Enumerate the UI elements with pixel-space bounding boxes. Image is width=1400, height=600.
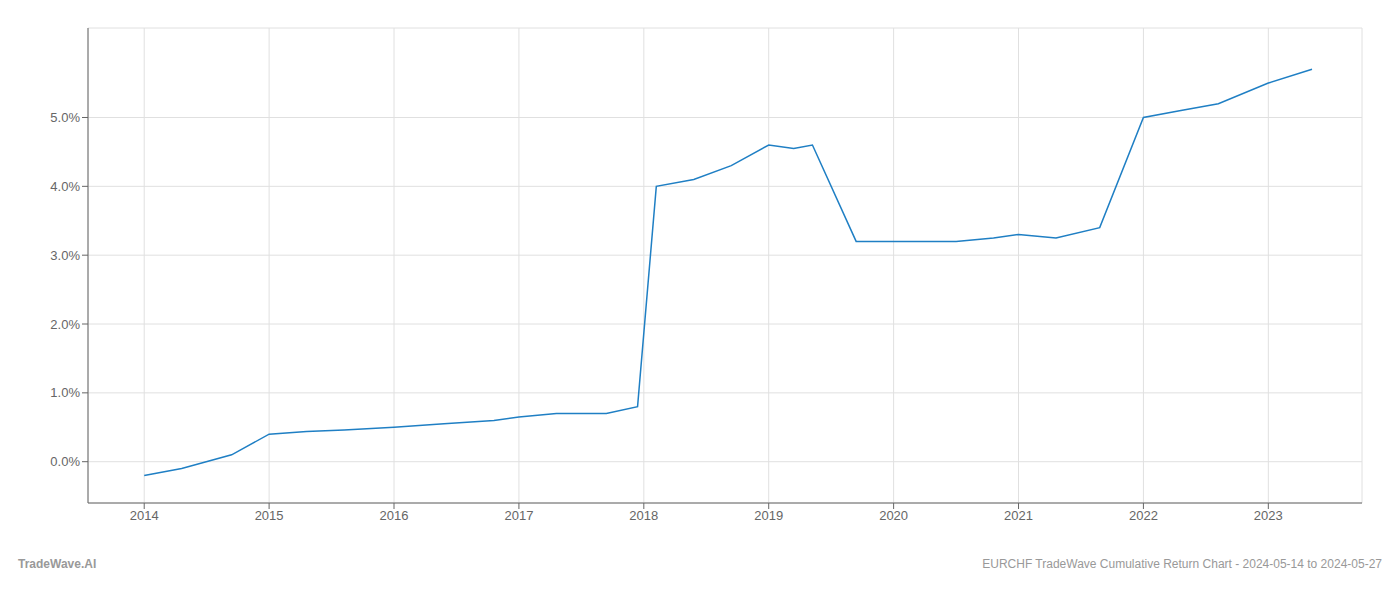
svg-text:2018: 2018 — [629, 508, 658, 523]
svg-text:3.0%: 3.0% — [50, 248, 80, 263]
svg-text:1.0%: 1.0% — [50, 385, 80, 400]
svg-text:2023: 2023 — [1254, 508, 1283, 523]
svg-text:2022: 2022 — [1129, 508, 1158, 523]
svg-text:5.0%: 5.0% — [50, 110, 80, 125]
html-text:EURCHF TradeWave Cumulative Re: EURCHF TradeWave Cumulative Return Chart… — [982, 557, 1382, 571]
svg-text:2020: 2020 — [879, 508, 908, 523]
svg-text:2015: 2015 — [255, 508, 284, 523]
svg-text:2016: 2016 — [380, 508, 409, 523]
svg-text:0.0%: 0.0% — [50, 454, 80, 469]
svg-text:2017: 2017 — [504, 508, 533, 523]
svg-text:2021: 2021 — [1004, 508, 1033, 523]
svg-text:2014: 2014 — [130, 508, 159, 523]
svg-text:2.0%: 2.0% — [50, 317, 80, 332]
svg-text:2019: 2019 — [754, 508, 783, 523]
svg-text:4.0%: 4.0% — [50, 179, 80, 194]
html-text:TradeWave.AI: TradeWave.AI — [18, 557, 97, 571]
